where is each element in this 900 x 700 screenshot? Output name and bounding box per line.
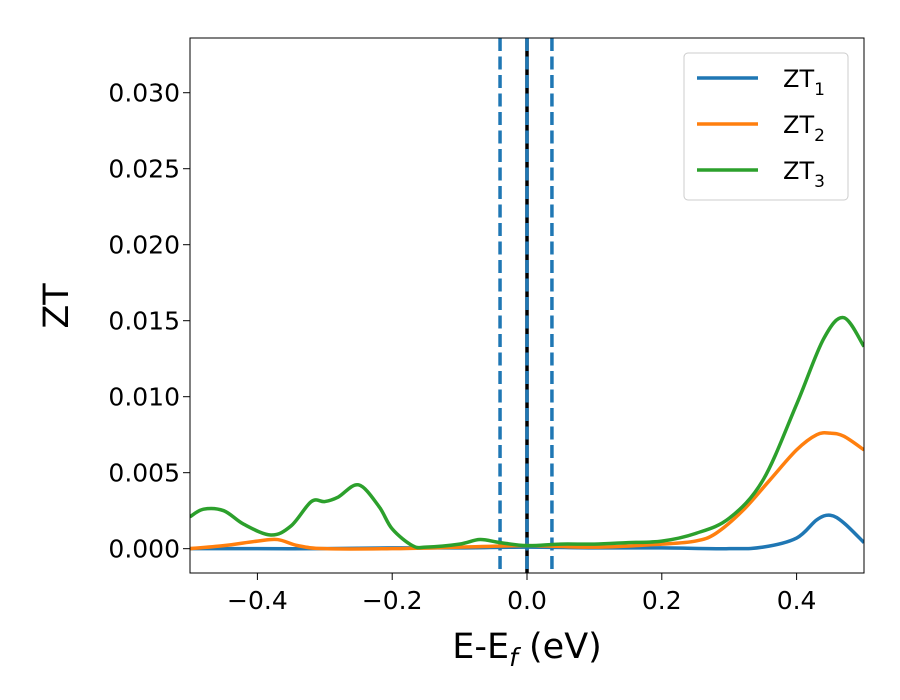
x-axis-label-unit: (eV)	[518, 627, 602, 667]
x-axis-label: E-Ef (eV)	[452, 627, 602, 672]
x-tick-label: 0.2	[642, 586, 682, 615]
x-axis-ticks: −0.4 −0.2 0.0 0.2 0.4	[227, 573, 816, 615]
x-axis-label-main: E-E	[452, 627, 509, 667]
y-tick-label: 0.030	[108, 79, 180, 108]
x-tick-label: −0.4	[227, 586, 288, 615]
y-tick-label: 0.025	[108, 155, 180, 184]
x-tick-label: −0.2	[362, 586, 423, 615]
y-axis-label: ZT	[37, 283, 77, 329]
y-tick-label: 0.015	[108, 307, 180, 336]
y-tick-label: 0.020	[108, 231, 180, 260]
series-line-2	[190, 431, 864, 551]
x-tick-label: 0.0	[507, 586, 547, 615]
series-lines	[190, 315, 864, 551]
y-axis-ticks: 0.000 0.005 0.010 0.015 0.020 0.025 0.030	[108, 79, 190, 564]
reference-lines	[498, 38, 554, 573]
legend-label: ZT2	[783, 111, 825, 146]
series-line-3	[190, 315, 864, 550]
y-tick-label: 0.010	[108, 383, 180, 412]
plot-frame	[189, 37, 865, 574]
legend-label: ZT3	[783, 157, 825, 192]
legend-box	[683, 52, 849, 201]
legend-label: ZT1	[783, 65, 825, 100]
legend: ZT1 ZT2 ZT3	[683, 52, 849, 201]
y-tick-label: 0.000	[108, 535, 180, 564]
y-tick-label: 0.005	[108, 459, 180, 488]
x-tick-label: 0.4	[777, 586, 817, 615]
